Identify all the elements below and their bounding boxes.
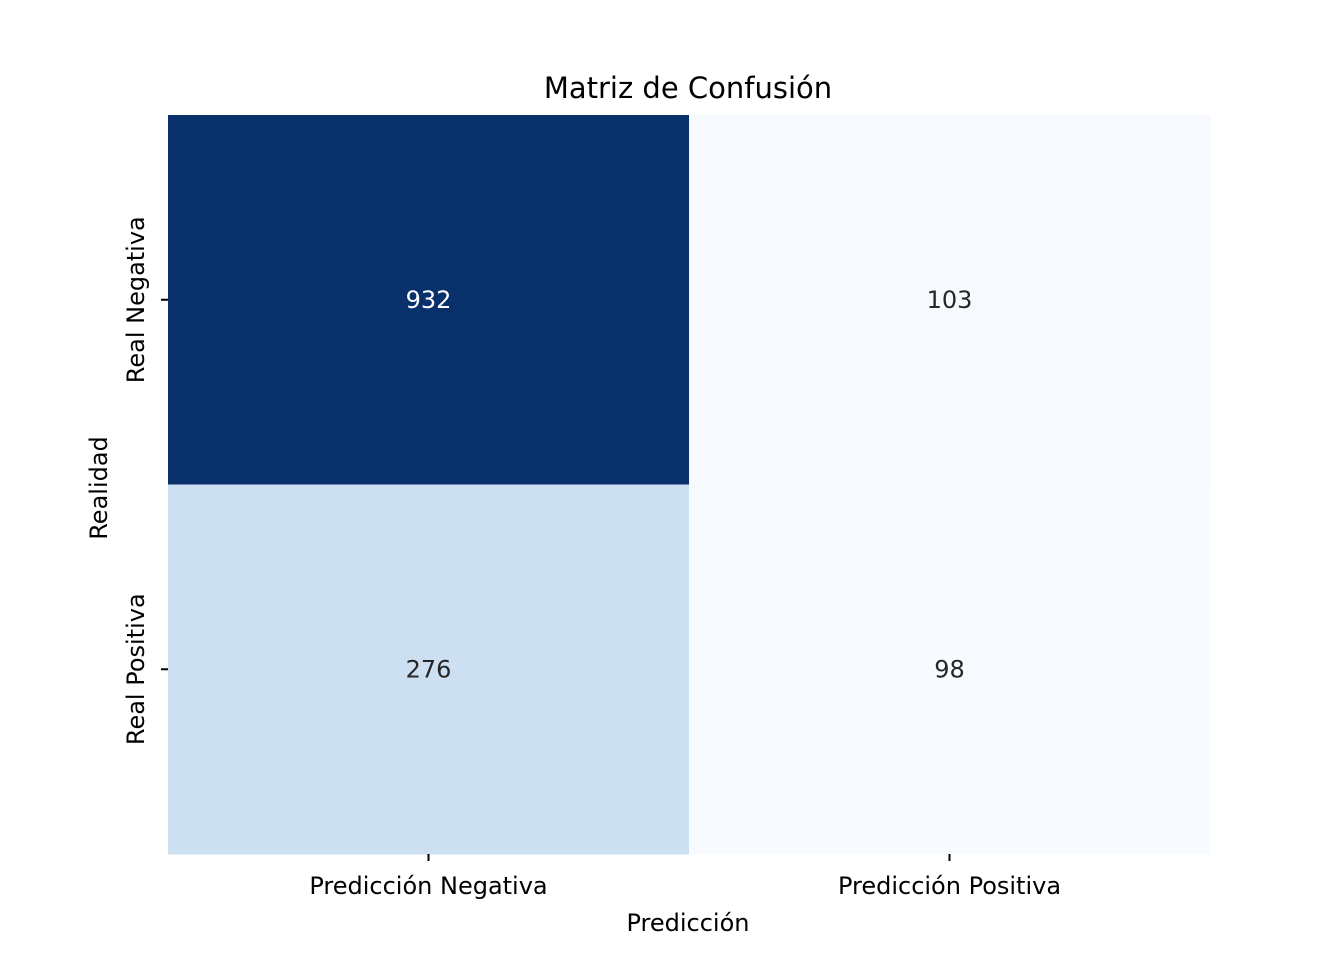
- x-axis-label: Predicción: [626, 909, 749, 937]
- y-tick-label-0: Real Negativa: [122, 216, 150, 383]
- y-axis-label: Realidad: [85, 436, 113, 540]
- cell-value-label-r1-c1: 98: [934, 655, 965, 683]
- chart-title: Matriz de Confusión: [544, 71, 832, 105]
- cell-value-label-r0-c0: 932: [406, 286, 452, 314]
- heatmap-cell-labels: 932 103 276 98: [406, 286, 973, 684]
- x-axis-ticks: Predicción Negativa Predicción Positiva: [309, 854, 1061, 900]
- y-tick-label-1: Real Positiva: [122, 593, 150, 745]
- heatmap-cell-r0-c1: [689, 115, 1211, 485]
- heatmap-cell-r0-c0: [168, 115, 690, 485]
- y-axis-ticks: Real Negativa Real Positiva: [122, 216, 168, 745]
- cell-value-label-r1-c0: 276: [406, 655, 452, 683]
- x-tick-label-0: Predicción Negativa: [309, 872, 547, 900]
- heatmap-cell-r1-c0: [168, 484, 690, 855]
- heatmap-cell-r1-c1: [689, 484, 1211, 855]
- heatmap-cells: [168, 115, 1211, 855]
- cell-value-label-r0-c1: 103: [927, 286, 973, 314]
- x-tick-label-1: Predicción Positiva: [838, 872, 1061, 900]
